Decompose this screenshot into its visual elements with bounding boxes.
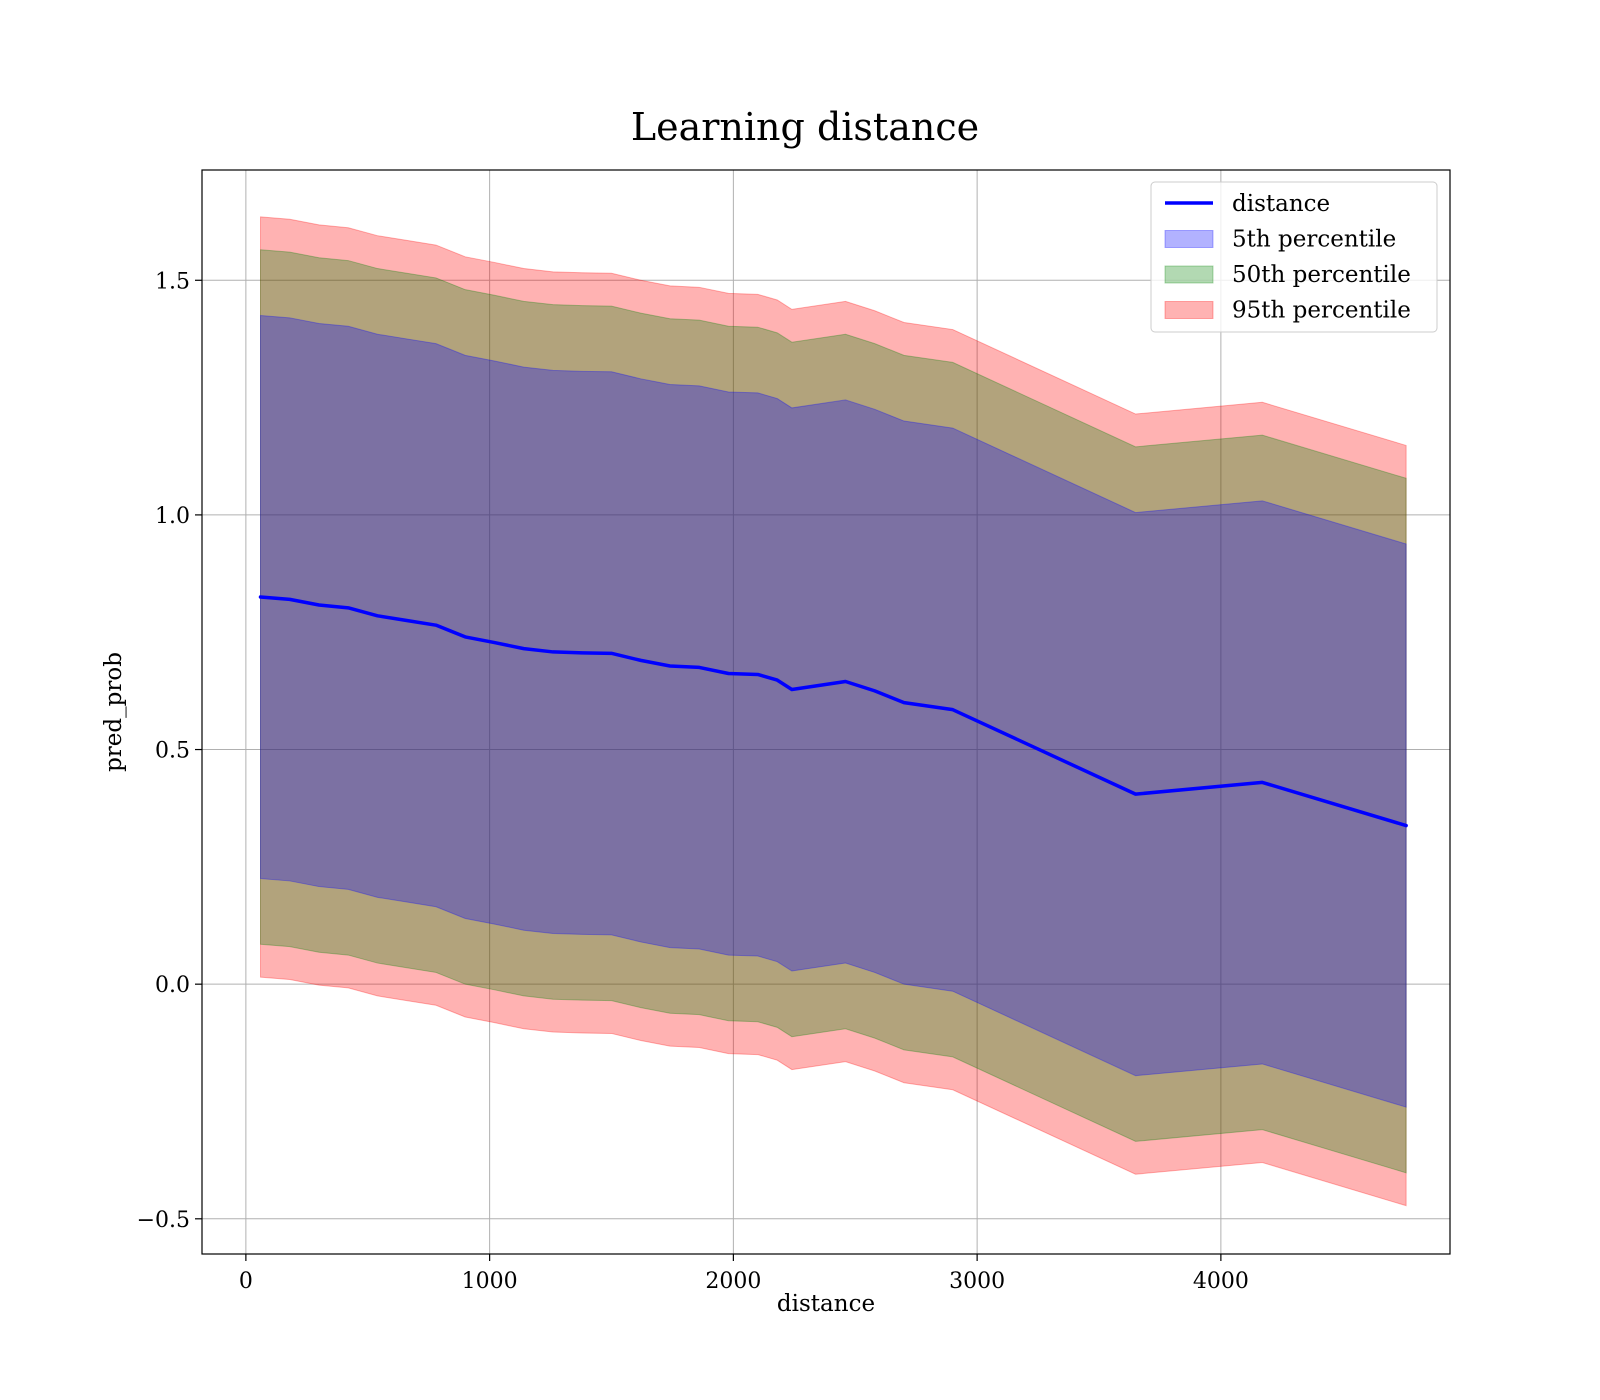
y-tick-label: 1.5 xyxy=(155,269,190,294)
y-tick-label: 0.0 xyxy=(155,973,190,998)
x-axis-label: distance xyxy=(777,1291,875,1317)
plot-frame xyxy=(201,169,1451,1255)
x-tick-label: 2000 xyxy=(705,1269,761,1294)
legend-swatch-band xyxy=(1164,230,1214,248)
band-50th-percentile xyxy=(260,249,1407,1174)
y-tick-label: 0.5 xyxy=(155,739,190,764)
x-tick-label: 0 xyxy=(239,1269,253,1294)
line-layer xyxy=(258,595,1408,828)
legend-label: 5th percentile xyxy=(1232,227,1396,253)
tick-layer: 0 1000 2000 3000 4000 −0.5 0.0 0.5 1.0 1.5 xyxy=(137,269,1249,1294)
legend-swatch-band xyxy=(1164,265,1214,284)
legend-label: 95th percentile xyxy=(1232,298,1411,324)
y-tick-label: 1.0 xyxy=(155,504,190,529)
band-5th-percentile xyxy=(260,314,1407,1108)
legend-frame xyxy=(1150,181,1438,333)
chart-title: Learning distance xyxy=(631,105,979,149)
legend: distance 5th percentile 50th percentile 95t… xyxy=(1150,181,1438,333)
legend-label: 50th percentile xyxy=(1232,262,1411,288)
legend-swatch-band xyxy=(1164,301,1214,319)
x-tick-label: 4000 xyxy=(1193,1269,1249,1294)
legend-label: distance xyxy=(1232,191,1330,217)
x-tick-label: 3000 xyxy=(949,1269,1005,1294)
band-layer xyxy=(260,216,1407,1207)
series-line-distance xyxy=(258,595,1408,828)
y-tick-label: −0.5 xyxy=(137,1208,190,1233)
y-axis-label: pred_prob xyxy=(101,652,127,772)
x-tick-label: 1000 xyxy=(462,1269,518,1294)
band-95th-percentile xyxy=(260,216,1407,1207)
